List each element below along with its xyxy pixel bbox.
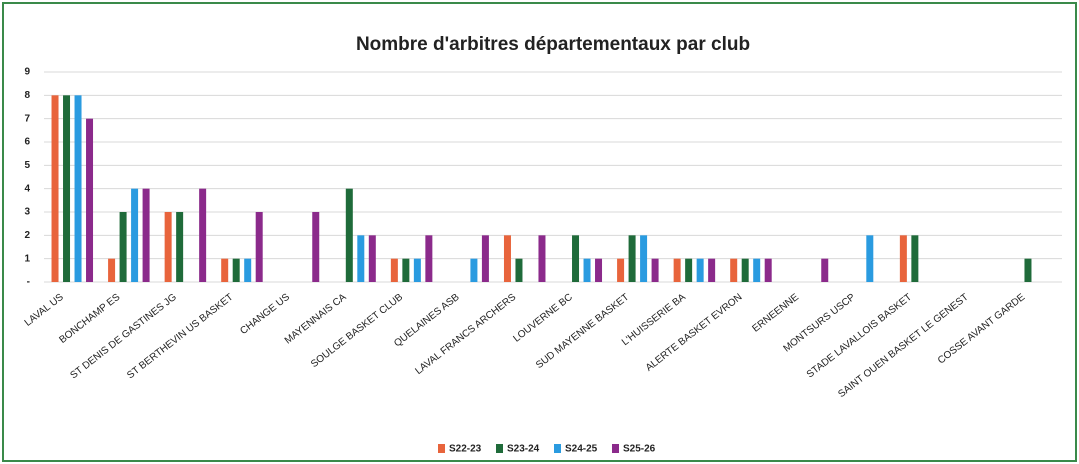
bar [86,118,94,283]
legend-label: S22-23 [449,444,482,455]
bar [730,258,738,282]
bar [413,258,421,282]
bar [390,258,398,282]
bar [1024,258,1032,282]
legend-swatch [438,444,445,453]
bar [673,258,681,282]
y-tick-label: 3 [24,207,30,218]
bar [221,258,229,282]
y-tick-label: 9 [24,67,30,78]
legend-swatch [554,444,561,453]
bar [764,258,772,282]
bar [753,258,761,282]
bar [164,212,172,282]
bar [515,258,523,282]
bar [244,258,252,282]
y-tick-label: 8 [24,90,30,101]
bar [899,235,907,282]
bar [617,258,625,282]
bar [708,258,716,282]
bar [232,258,240,282]
bar [51,95,59,282]
bar [640,235,648,282]
bar [108,258,116,282]
bar [199,188,207,282]
bar [255,212,263,282]
bar [176,212,184,282]
bar [583,258,591,282]
bar [651,258,659,282]
y-tick-label: 4 [24,183,30,194]
y-tick-label: - [27,277,30,288]
bar [538,235,546,282]
bar [312,212,320,282]
legend-label: S23-24 [507,444,540,455]
chart-title: Nombre d'arbitres départementaux par clu… [356,34,750,55]
bar [368,235,376,282]
y-tick-label: 5 [24,160,30,171]
legend-swatch [612,444,619,453]
y-tick-label: 7 [24,113,30,124]
bar [119,212,127,282]
bar [628,235,636,282]
bar [345,188,353,282]
bar [74,95,82,282]
bar [63,95,71,282]
legend-label: S25-26 [623,444,656,455]
bar [470,258,478,282]
bar [741,258,749,282]
bar [357,235,365,282]
y-tick-label: 1 [24,253,30,264]
bar [131,188,139,282]
bar [481,235,489,282]
bar [911,235,919,282]
bar [866,235,874,282]
bar [503,235,511,282]
bar [572,235,580,282]
y-tick-label: 2 [24,230,30,241]
bar [696,258,704,282]
legend-swatch [496,444,503,453]
legend-label: S24-25 [565,444,598,455]
bar [402,258,410,282]
y-tick-label: 6 [24,137,30,148]
bar [425,235,433,282]
bar [595,258,603,282]
bar [142,188,150,282]
bar [685,258,693,282]
bar [821,258,829,282]
